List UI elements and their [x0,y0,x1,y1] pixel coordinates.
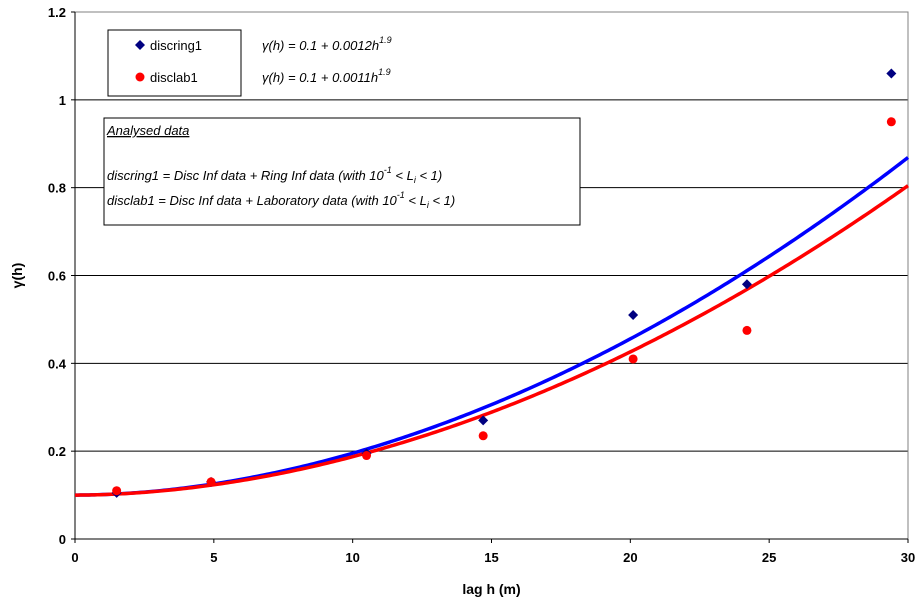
x-tick-label: 20 [623,550,637,565]
x-tick-label: 0 [71,550,78,565]
legend-label-discring1: discring1 [150,38,202,53]
point-discring1 [741,279,752,290]
data-points [111,68,897,498]
legend-marker-discring1 [135,40,145,50]
y-tick-label: 0 [59,532,66,547]
legend-box [107,29,242,97]
legend: discring1 disclab1 [107,29,242,97]
note-line-disclab1: disclab1 = Disc Inf data + Laboratory da… [107,190,455,210]
note-box [103,117,581,226]
point-disclab1 [742,325,752,335]
fit-curve-disclab1 [75,184,910,497]
y-axis-title: γ(h) [9,263,25,289]
equation-discring1: γ(h) = 0.1 + 0.0012h1.9 [262,35,392,53]
point-disclab1 [478,431,488,441]
point-disclab1 [886,117,896,127]
x-axis-title: lag h (m) [462,581,520,597]
point-discring1 [628,310,639,321]
legend-marker-disclab1 [135,72,145,82]
point-disclab1 [628,354,638,364]
analysed-data-note: Analysed data discring1 = Disc Inf data … [103,117,581,226]
point-discring1 [886,68,897,79]
point-discring1 [478,415,489,426]
x-tick-label: 30 [901,550,915,565]
note-heading: Analysed data [106,123,189,138]
y-tick-label: 0.8 [48,181,66,196]
point-disclab1 [206,477,216,487]
y-tick-label: 0.4 [48,356,67,371]
y-tick-label: 1 [59,93,66,108]
note-line-discring1: discring1 = Disc Inf data + Ring Inf dat… [107,165,442,185]
x-tick-label: 10 [345,550,359,565]
axes: 0 0.2 0.4 0.6 0.8 1 1.2 0 5 10 15 20 25 30 [48,5,915,565]
y-tick-label: 1.2 [48,5,66,20]
y-tick-label: 0.2 [48,444,66,459]
legend-label-disclab1: disclab1 [150,70,198,85]
x-tick-label: 5 [210,550,217,565]
x-tick-label: 15 [484,550,498,565]
equation-disclab1: γ(h) = 0.1 + 0.0011h1.9 [262,67,391,85]
y-tick-label: 0.6 [48,269,66,284]
x-tick-label: 25 [762,550,776,565]
point-disclab1 [362,451,372,461]
point-disclab1 [112,486,122,496]
